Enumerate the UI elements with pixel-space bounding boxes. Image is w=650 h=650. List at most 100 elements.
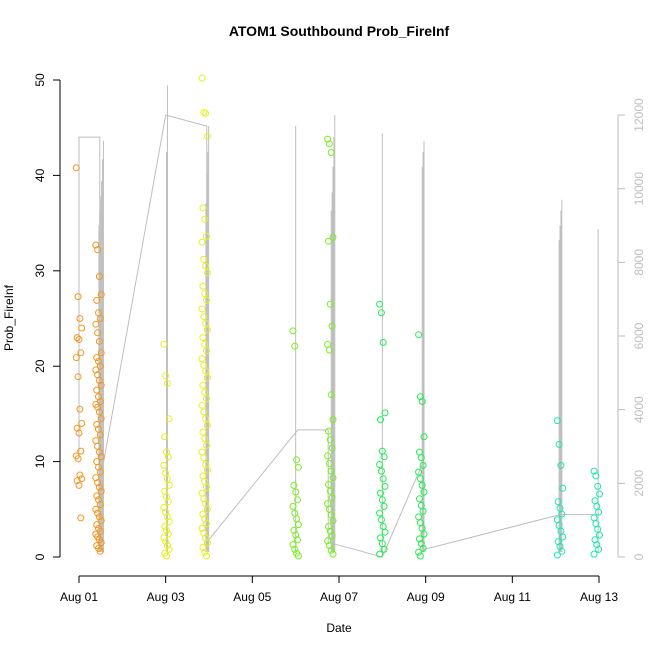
axes: Aug 01 Aug 03 Aug 05 Aug 07 Aug 09 Aug 11 Aug …	[33, 73, 646, 604]
data-point	[199, 204, 207, 212]
data-point	[294, 552, 302, 560]
data-point	[325, 427, 332, 435]
data-point	[376, 509, 384, 517]
data-point	[326, 300, 334, 308]
data-point	[75, 429, 83, 437]
data-point	[329, 474, 337, 482]
y2-tick-label: 8000	[632, 249, 646, 276]
data-point	[163, 513, 171, 521]
data-point	[95, 377, 103, 384]
data-point	[203, 347, 210, 355]
data-point	[380, 453, 388, 461]
data-point	[590, 514, 598, 522]
x-tick-label: Aug 09	[407, 590, 445, 604]
data-point	[380, 545, 388, 553]
data-point	[328, 532, 336, 540]
data-point	[199, 472, 207, 480]
data-point	[94, 403, 102, 411]
data-point	[292, 488, 300, 496]
data-point	[203, 505, 211, 513]
data-point	[164, 498, 172, 506]
data-point	[165, 481, 173, 489]
data-point	[201, 515, 209, 523]
data-point	[201, 215, 209, 223]
data-point	[377, 489, 384, 497]
scatter-points	[72, 74, 603, 560]
data-point	[329, 416, 337, 424]
data-point	[76, 315, 84, 322]
data-point	[202, 415, 210, 423]
data-point	[163, 475, 171, 483]
data-point	[294, 536, 301, 544]
y-tick-label: 30	[33, 264, 47, 278]
data-point	[415, 513, 423, 521]
data-point	[293, 515, 301, 523]
data-point	[160, 461, 168, 469]
data-point	[74, 455, 82, 463]
data-point	[380, 502, 388, 510]
y2-tick-label: 10000	[632, 172, 646, 206]
data-point	[95, 513, 103, 521]
data-point	[381, 409, 389, 417]
data-point	[95, 463, 102, 471]
data-point	[325, 523, 332, 530]
data-point	[92, 437, 100, 445]
data-point	[291, 545, 299, 553]
data-point	[559, 533, 567, 541]
data-point	[381, 482, 389, 490]
data-point	[416, 393, 424, 401]
data-point	[163, 552, 170, 560]
data-point	[78, 324, 86, 332]
data-point	[557, 461, 565, 469]
data-point	[202, 262, 210, 270]
x-axis-label: Date	[326, 621, 352, 635]
data-point	[377, 516, 385, 524]
data-point	[160, 340, 168, 348]
data-point	[93, 354, 101, 362]
data-point	[95, 448, 103, 456]
x-tick-label: Aug 11	[494, 590, 531, 604]
data-point	[203, 539, 211, 547]
data-point	[377, 309, 385, 317]
y2-tick-label: 2000	[632, 470, 646, 497]
data-point	[94, 246, 102, 254]
line-trace	[78, 114, 599, 558]
data-point	[420, 433, 428, 441]
data-point	[74, 373, 82, 381]
data-point	[595, 508, 603, 516]
data-point	[379, 523, 387, 530]
data-point	[376, 461, 384, 468]
data-point	[94, 329, 102, 337]
data-point	[201, 290, 209, 298]
data-point	[329, 233, 337, 241]
data-point	[327, 149, 335, 156]
data-point	[162, 508, 170, 516]
data-point	[418, 481, 426, 489]
data-point	[162, 538, 170, 546]
data-point	[203, 552, 210, 560]
data-point	[325, 542, 333, 550]
data-point	[92, 505, 100, 513]
y-tick-label: 0	[33, 553, 47, 560]
data-point	[377, 467, 385, 475]
data-point	[200, 408, 208, 416]
data-point	[291, 342, 299, 350]
data-point	[419, 461, 427, 469]
data-point	[97, 291, 105, 299]
data-point	[327, 546, 335, 554]
data-point	[596, 490, 603, 498]
y2-tick-label: 0	[632, 553, 646, 560]
data-point	[591, 497, 599, 505]
data-point	[200, 529, 208, 537]
data-point	[97, 415, 105, 423]
data-point	[558, 510, 566, 518]
data-point	[164, 453, 172, 461]
data-point	[95, 483, 103, 491]
data-point	[325, 346, 333, 354]
data-point	[93, 492, 101, 500]
y-axis-label: Prob_FireInf	[2, 284, 16, 351]
data-point	[163, 526, 170, 534]
data-point	[93, 296, 101, 304]
data-point	[415, 468, 423, 476]
data-point	[199, 282, 207, 290]
